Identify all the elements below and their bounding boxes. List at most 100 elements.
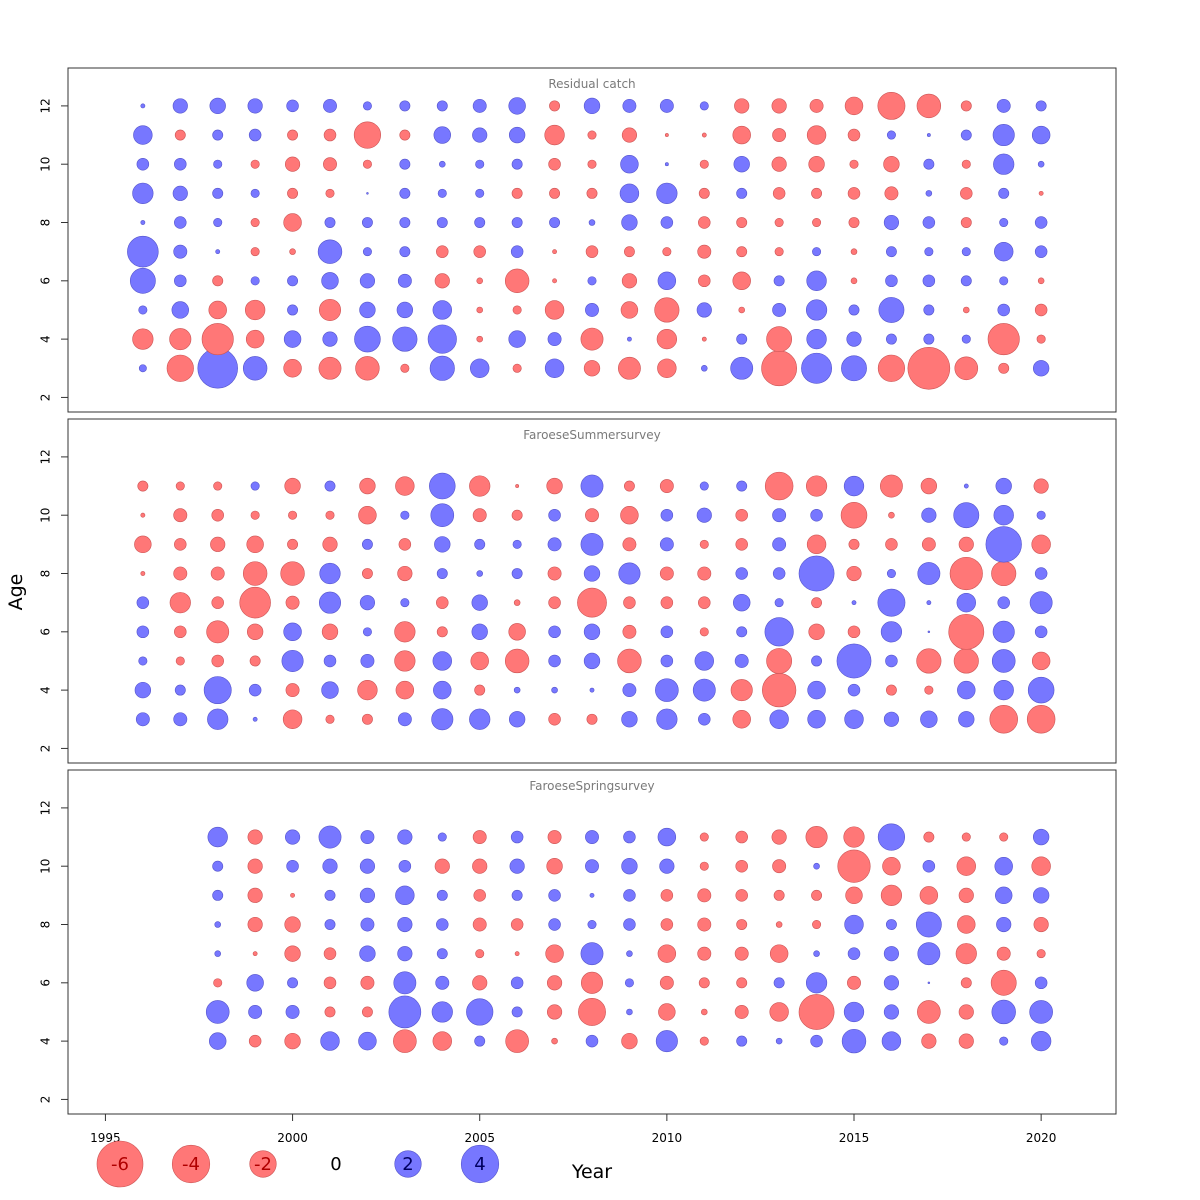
bubble-2001-age-8 <box>324 217 336 228</box>
bubble-2000-age-6 <box>283 622 302 642</box>
bubble-2002-age-3 <box>355 356 380 381</box>
bubble-2000-age-4 <box>284 1032 301 1050</box>
bubble-1996-age-10 <box>140 512 146 518</box>
bubble-2013-age-4 <box>766 326 793 353</box>
bubble-2013-age-8 <box>772 567 786 580</box>
bubble-2004-age-5 <box>432 651 452 671</box>
bubble-2008-age-5 <box>578 998 606 1026</box>
bubble-2006-age-6 <box>508 623 526 641</box>
bubble-2003-age-7 <box>400 598 410 608</box>
bubble-2015-age-5 <box>843 1001 865 1023</box>
bubble-2007-age-9 <box>548 889 561 902</box>
bubble-2012-age-6 <box>736 626 748 638</box>
bubble-2010-age-10 <box>660 508 674 522</box>
bubble-2020-age-4 <box>1036 334 1046 344</box>
bubble-2019-age-9 <box>998 187 1010 199</box>
bubble-2000-age-10 <box>286 859 299 873</box>
panel-1: Residual catch 2 4 6 8 10 12 <box>39 67 1117 413</box>
y-tick-label: 12 <box>39 449 53 464</box>
bubble-2012-age-5 <box>734 1005 749 1019</box>
bubble-2018-age-7 <box>955 943 977 965</box>
bubble-2013-age-7 <box>774 598 784 608</box>
bubble-2011-age-10 <box>696 507 712 523</box>
bubble-2005-age-4 <box>474 1035 486 1047</box>
bubble-2014-age-8 <box>798 555 835 592</box>
bubble-2009-age-3 <box>618 356 641 380</box>
y-tick-label: 2 <box>39 1096 53 1104</box>
bubble-2003-age-7 <box>397 946 413 962</box>
bubble-2007-age-12 <box>549 100 561 112</box>
bubble-2014-age-6 <box>808 623 825 640</box>
bubble-2017-age-6 <box>927 630 931 634</box>
bubble-2008-age-4 <box>589 687 595 693</box>
bubble-2007-age-3 <box>544 358 565 378</box>
bubble-2018-age-3 <box>954 356 979 381</box>
legend-label: -4 <box>182 1154 200 1175</box>
bubble-2016-age-5 <box>878 297 905 323</box>
bubble-2001-age-10 <box>325 510 335 520</box>
y-tick-label: 6 <box>39 277 53 285</box>
bubble-2015-age-8 <box>846 565 862 582</box>
bubble-2013-age-4 <box>775 1037 783 1045</box>
bubble-2008-age-7 <box>580 942 604 966</box>
bubble-2002-age-6 <box>359 273 375 289</box>
bubble-2007-age-6 <box>547 975 563 991</box>
bubble-2020-age-9 <box>1032 887 1050 904</box>
bubble-2012-age-6 <box>732 271 751 291</box>
bubble-1996-age-9 <box>132 182 154 204</box>
bubble-2020-age-11 <box>1033 478 1049 494</box>
bubble-1999-age-9 <box>246 535 264 554</box>
bubble-2017-age-11 <box>926 133 931 137</box>
panel-title: Residual catch <box>548 77 635 91</box>
bubble-2012-age-8 <box>736 919 748 930</box>
bubble-2020-age-10 <box>1037 160 1045 168</box>
bubble-2006-age-6 <box>504 268 530 293</box>
bubble-2006-age-5 <box>504 648 530 674</box>
bubble-2020-age-7 <box>1036 949 1046 959</box>
bubble-2010-age-8 <box>660 216 674 229</box>
bubble-2000-age-8 <box>284 916 301 933</box>
bubble-2020-age-9 <box>1031 534 1051 555</box>
bubble-2012-age-7 <box>736 246 748 258</box>
bubble-2017-age-8 <box>915 911 942 938</box>
bubble-1998-age-6 <box>213 978 223 988</box>
bubble-2019-age-10 <box>993 505 1014 526</box>
bubble-2019-age-8 <box>996 916 1012 933</box>
bubble-2010-age-6 <box>657 271 677 291</box>
legend-label: -6 <box>111 1154 129 1175</box>
bubble-2008-age-10 <box>585 508 599 523</box>
bubble-2008-age-6 <box>580 971 604 994</box>
bubble-2016-age-12 <box>877 91 906 120</box>
bubble-2008-age-8 <box>587 920 597 930</box>
bubble-2009-age-8 <box>623 918 636 931</box>
bubble-2015-age-3 <box>841 355 867 382</box>
y-tick-label: 4 <box>39 686 53 694</box>
bubble-2015-age-7 <box>851 600 857 606</box>
bubble-1996-age-11 <box>133 125 153 145</box>
bubble-2013-age-4 <box>762 673 797 708</box>
bubble-2011-age-11 <box>699 832 709 842</box>
bubble-2009-age-10 <box>620 154 639 174</box>
bubble-2013-age-8 <box>775 921 783 928</box>
bubble-2001-age-11 <box>318 825 342 849</box>
bubble-2019-age-11 <box>992 124 1015 147</box>
bubble-2008-age-7 <box>585 245 599 258</box>
bubble-2020-age-7 <box>1029 591 1053 615</box>
bubble-2012-age-9 <box>735 889 748 902</box>
bubble-2004-age-7 <box>436 948 448 960</box>
bubble-2005-age-10 <box>472 508 487 523</box>
bubble-1996-age-4 <box>132 328 154 350</box>
y-tick-label: 8 <box>39 570 53 578</box>
bubble-1996-age-5 <box>138 305 148 315</box>
y-tick-label: 10 <box>39 157 53 172</box>
bubble-2008-age-10 <box>587 159 597 169</box>
bubble-1999-age-5 <box>249 655 261 667</box>
bubble-1996-age-3 <box>138 364 147 373</box>
bubble-1998-age-10 <box>213 159 223 169</box>
bubble-2002-age-12 <box>362 101 372 111</box>
bubble-2002-age-11 <box>360 830 375 844</box>
bubble-1997-age-8 <box>173 566 188 581</box>
bubble-2018-age-4 <box>958 1033 974 1049</box>
bubble-2016-age-4 <box>881 1031 902 1051</box>
